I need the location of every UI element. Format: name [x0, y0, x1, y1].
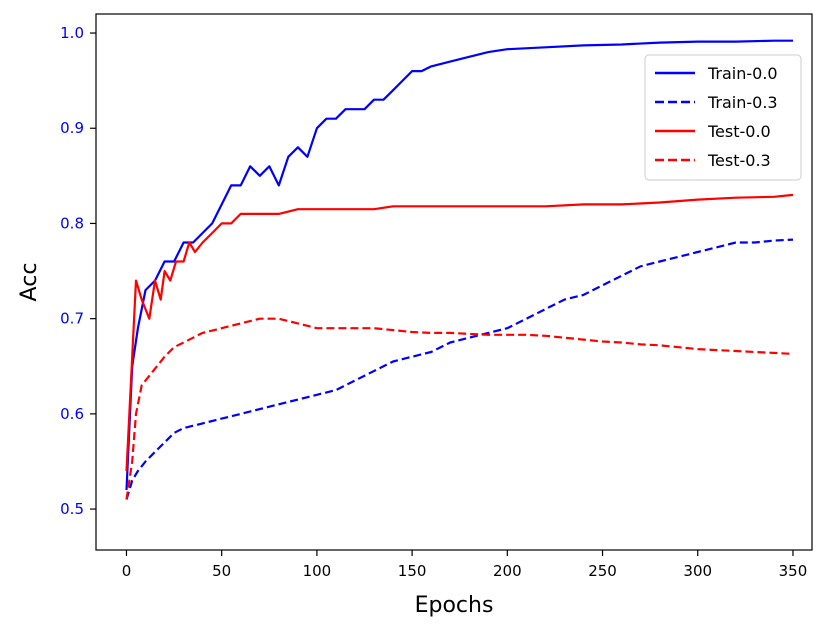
x-tick-label: 0	[122, 562, 132, 580]
x-tick-label: 150	[398, 562, 427, 580]
y-tick-label: 0.9	[60, 119, 84, 137]
x-tick-label: 100	[303, 562, 332, 580]
y-axis-title: Acc	[17, 263, 42, 302]
x-tick-label: 300	[683, 562, 712, 580]
y-axis-ticks: 0.5 0.6 0.7 0.8 0.9 1.0	[60, 24, 96, 518]
y-tick-label: 1.0	[60, 24, 84, 42]
series-layer	[125, 39, 794, 500]
legend-entry-test-0-3: Test-0.3	[655, 151, 771, 170]
series-line-test-0-0	[125, 193, 794, 472]
series-line-train-0-3	[125, 238, 794, 500]
legend-entry-train-0-0: Train-0.0	[655, 64, 778, 83]
legend-entry-train-0-3: Train-0.3	[655, 93, 778, 112]
legend-label-train-0-3: Train-0.3	[707, 93, 778, 112]
series-line-test-0-3	[125, 317, 794, 500]
plot-frame	[95, 13, 813, 551]
x-tick-label: 350	[779, 562, 808, 580]
legend-label-train-0-0: Train-0.0	[707, 64, 778, 83]
x-tick-label: 50	[212, 562, 231, 580]
x-axis-ticks: 0 50 100 150 200 250 300 350	[122, 550, 808, 580]
legend-entry-test-0-0: Test-0.0	[655, 122, 771, 141]
y-tick-label: 0.5	[60, 500, 84, 518]
legend-label-test-0-0: Test-0.0	[707, 122, 771, 141]
x-axis-title: Epochs	[415, 593, 494, 618]
legend-box	[644, 54, 802, 181]
x-tick-label: 200	[493, 562, 522, 580]
y-tick-label: 0.7	[60, 310, 84, 328]
legend-label-test-0-3: Test-0.3	[707, 151, 771, 170]
y-tick-label: 0.8	[60, 214, 84, 232]
x-tick-label: 250	[588, 562, 617, 580]
y-tick-label: 0.6	[60, 405, 84, 423]
legend: Train-0.0 Train-0.3 Test-0.0 Test-0.3	[644, 54, 802, 181]
